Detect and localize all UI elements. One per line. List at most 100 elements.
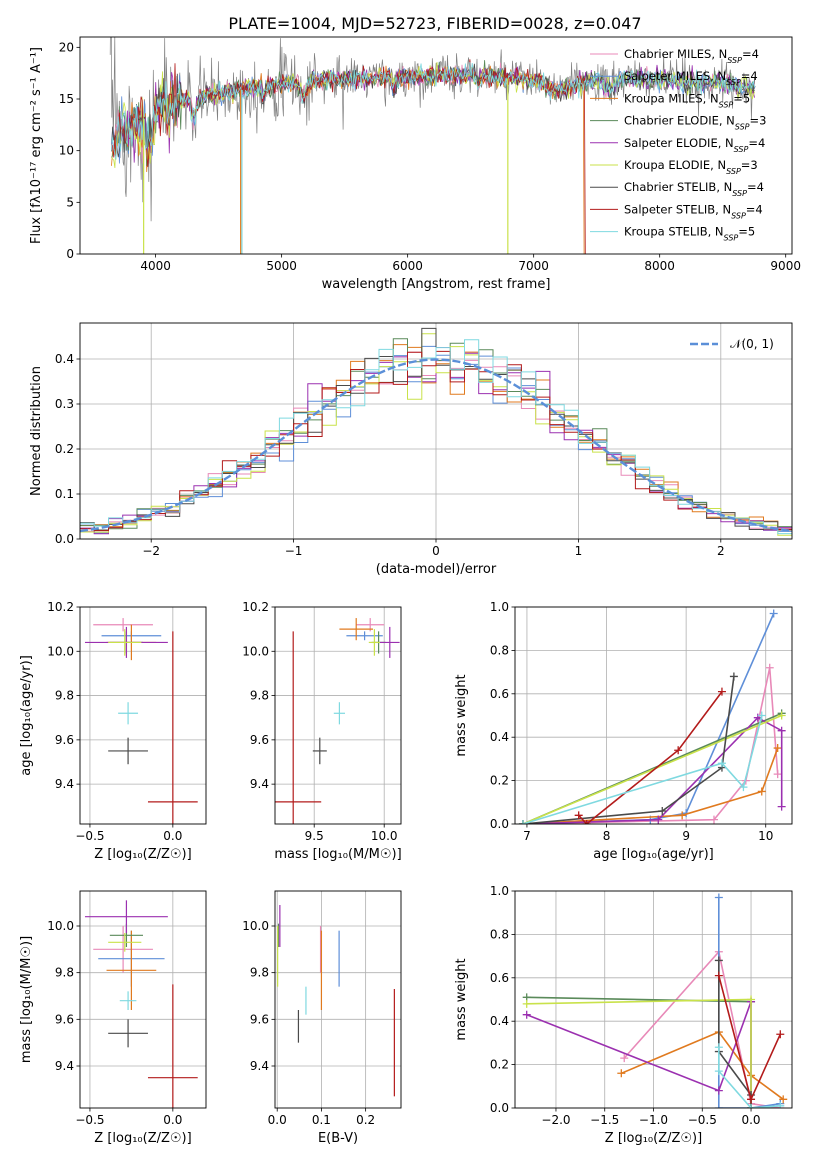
y-tick-label: 0.2 (490, 1058, 509, 1072)
y-tick-label: 9.4 (55, 777, 74, 791)
weight-point-marker (729, 672, 738, 681)
legend-subscript: SSP (724, 233, 739, 242)
panel-residuals: −2 −1 0 1 2 0.0 0.1 0.2 0.3 0.4 (data-model)/error… (29, 322, 793, 577)
x-tick-label: −1.5 (590, 1113, 619, 1127)
legend-label: Chabrier ELODIE, NSSP=3 (624, 114, 766, 132)
x-tick-label: 0 (432, 544, 440, 558)
weight-series-line (526, 998, 752, 1108)
x-tick-label: 7000 (518, 259, 549, 273)
y-axis-label: Flux [fλ10⁻¹⁷ erg cm⁻² s⁻¹ A⁻¹] (29, 47, 44, 244)
weight-point-marker (757, 787, 766, 796)
y-tick-label: 0.8 (490, 927, 509, 941)
weight-point-marker (779, 1095, 788, 1104)
weight-point-marker (714, 1043, 723, 1052)
x-tick-label: −2.0 (541, 1113, 570, 1127)
plot-area (109, 37, 756, 254)
y-axis-label: Normed distribution (29, 366, 44, 496)
weight-point-marker (714, 1086, 723, 1095)
model-spectrum-line (111, 62, 755, 160)
y-tick-label: 9.6 (55, 733, 74, 747)
x-axis-label: (data-model)/error (376, 562, 497, 577)
y-tick-label: 0.0 (55, 532, 74, 546)
x-tick-label: 5000 (266, 259, 297, 273)
legend-text: Kroupa MILES, N (624, 91, 719, 105)
axes-frame (514, 890, 793, 1109)
legend-tail: =4 (741, 69, 758, 83)
y-tick-label: 0.2 (490, 774, 509, 788)
y-tick-label: 9.4 (250, 777, 269, 791)
panel-spectrum: 4000 5000 6000 7000 8000 9000 0 5 10 15 20 waveleng… (29, 36, 801, 292)
plot-area (84, 618, 198, 824)
legend-text: Kroupa ELODIE, N (624, 158, 726, 172)
legend-label: Salpeter MILES, NSSP=4 (624, 69, 758, 87)
legend-label: 𝒩(0, 1) (730, 337, 774, 351)
axes-frame (79, 890, 207, 1109)
weight-point-marker (674, 746, 683, 755)
plot-area (80, 327, 792, 536)
x-tick-label: 0.0 (268, 1113, 287, 1127)
weight-point-marker (522, 999, 531, 1008)
weight-series-line (526, 996, 752, 1108)
weight-series-line (717, 960, 752, 1108)
y-tick-label: 10.0 (242, 919, 269, 933)
legend-tail: =5 (738, 225, 755, 239)
y-axis-label: mass weight (454, 958, 469, 1040)
y-tick-label: 0.3 (55, 397, 74, 411)
legend-subscript: SSP (731, 211, 746, 220)
legend-label: Salpeter STELIB, NSSP=4 (624, 202, 763, 220)
legend-subscript: SSP (719, 100, 734, 109)
weight-series-line (717, 1047, 781, 1108)
weight-point-marker (654, 815, 663, 824)
legend-subscript: SSP (727, 56, 742, 65)
y-tick-label: 9.4 (250, 1059, 269, 1073)
y-axis-label: mass weight (454, 674, 469, 756)
x-tick-label: 0.0 (163, 1113, 182, 1127)
plot-area (275, 618, 400, 824)
y-tick-label: 0.2 (55, 442, 74, 456)
weight-point-marker (739, 783, 748, 792)
model-spectrum-line (111, 59, 586, 254)
y-tick-label: 10.2 (47, 600, 74, 614)
panel-age-vs-Z: −0.5 0.0 9.4 9.6 9.8 10.0 10.2 Z [log₁₀(Z/Z☉)] a… (19, 600, 207, 862)
axes-frame (274, 606, 402, 825)
weight-point-marker (620, 1054, 629, 1063)
legend-label: Chabrier STELIB, NSSP=4 (624, 180, 764, 198)
y-tick-label: 10.0 (47, 919, 74, 933)
x-tick-label: 8000 (644, 259, 675, 273)
axes-frame (79, 36, 793, 255)
x-tick-label: −1.0 (639, 1113, 668, 1127)
x-axis-label: Z [log₁₀(Z/Z☉)] (605, 1131, 702, 1146)
y-tick-label: 5 (66, 195, 74, 209)
y-tick-label: 0.4 (490, 730, 509, 744)
x-tick-label: 0.1 (312, 1113, 331, 1127)
x-tick-label: 6000 (392, 259, 423, 273)
weight-point-marker (776, 1030, 785, 1039)
legend-tail: =4 (742, 47, 759, 61)
legend-text: Chabrier ELODIE, N (624, 114, 735, 128)
legend-label: Kroupa STELIB, NSSP=5 (624, 225, 755, 243)
y-tick-label: 9.8 (250, 966, 269, 980)
legend-text: Salpeter STELIB, N (624, 202, 731, 216)
x-tick-label: 1 (575, 544, 583, 558)
y-axis-label: age [log₁₀(age/yr)] (19, 655, 34, 776)
panel-weight-vs-age: 7 8 9 10 0.0 0.2 0.4 0.6 0.8 1.0 age [log₁₀(age/yr… (454, 600, 793, 862)
x-tick-label: 0.0 (163, 829, 182, 843)
legend-subscript: SSP (726, 167, 741, 176)
y-tick-label: 9.6 (250, 733, 269, 747)
axes-frame (79, 322, 793, 540)
x-tick-label: 0.0 (741, 1113, 760, 1127)
weight-point-marker (777, 711, 786, 720)
y-tick-label: 9.8 (55, 689, 74, 703)
weight-point-marker (518, 820, 527, 824)
y-tick-label: 0.1 (55, 487, 74, 501)
legend-text: Chabrier MILES, N (624, 47, 727, 61)
weight-point-marker (757, 711, 766, 720)
y-tick-label: 0.6 (490, 687, 509, 701)
weight-point-marker (582, 820, 591, 824)
y-tick-label: 1.0 (490, 884, 509, 898)
y-tick-label: 0.6 (490, 971, 509, 985)
x-tick-label: −0.5 (688, 1113, 717, 1127)
weight-point-marker (574, 811, 583, 820)
weight-point-marker (709, 815, 718, 824)
